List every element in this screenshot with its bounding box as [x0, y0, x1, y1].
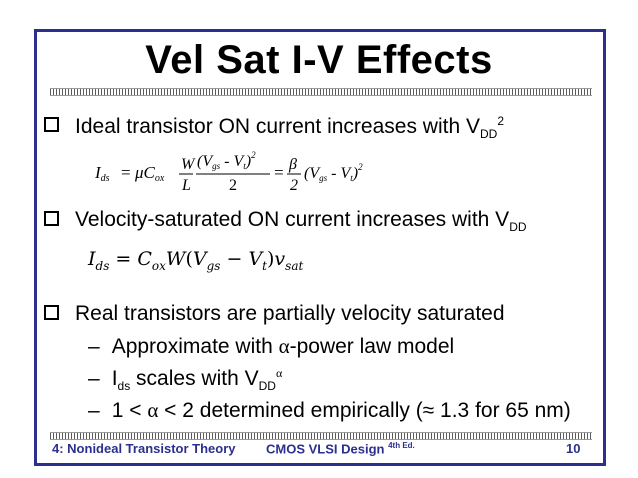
checkbox-bullet-icon: [44, 211, 59, 226]
eq1-paren-term: (Vgs - Vt)2: [304, 162, 363, 183]
eq1-beta: β: [288, 156, 297, 173]
sub-bullet-alpha-power: – Approximate with α-power law model: [88, 334, 455, 358]
footer-course: CMOS VLSI Design 4th Ed.: [266, 441, 415, 457]
slide-frame: [34, 29, 606, 466]
bullet-real-transistors: Real transistors are partially velocity …: [44, 302, 505, 326]
footer-page-number: 10: [566, 441, 581, 456]
checkbox-bullet-icon: [44, 305, 59, 320]
footer-chapter: 4: Nonideal Transistor Theory: [52, 441, 236, 456]
eq1-denominator-2: 2: [290, 177, 298, 194]
bullet-text: Ideal transistor ON current increases wi…: [75, 115, 480, 138]
bullet-text: Real transistors are partially velocity …: [75, 302, 505, 325]
eq1-l: L: [181, 177, 191, 194]
slide-title: Vel Sat I-V Effects: [145, 38, 493, 82]
eq1-denominator: 2: [229, 177, 237, 194]
eq1-equals-2: =: [273, 163, 284, 182]
equation-ideal-current: Ids = μCox W L (Vgs - Vt)2 2 = β 2 (Vgs …: [95, 150, 363, 194]
eq1-lhs: Ids: [95, 163, 110, 184]
bullet-text: Velocity-saturated ON current increases …: [75, 208, 510, 231]
eq1-numerator: (Vgs - Vt)2: [197, 150, 256, 171]
title-divider: [50, 88, 592, 96]
sub-bullet-alpha-range: – 1 < α < 2 determined empirically (≈ 1.…: [88, 398, 571, 422]
footer-divider: [50, 432, 592, 440]
eq1-w: W: [181, 156, 196, 173]
checkbox-bullet-icon: [44, 117, 59, 132]
equation-velsat-current: Ids = CoxW(Vgs − Vt)vsat: [88, 248, 304, 273]
bullet-ideal-on-current: Ideal transistor ON current increases wi…: [44, 114, 504, 141]
sub-bullet-ids-scaling: – Ids scales with VDDα: [88, 366, 283, 394]
eq1-equals: =: [121, 163, 131, 182]
bullet-velsat-on-current: Velocity-saturated ON current increases …: [44, 208, 527, 234]
eq1-mu: μCox: [134, 163, 165, 184]
